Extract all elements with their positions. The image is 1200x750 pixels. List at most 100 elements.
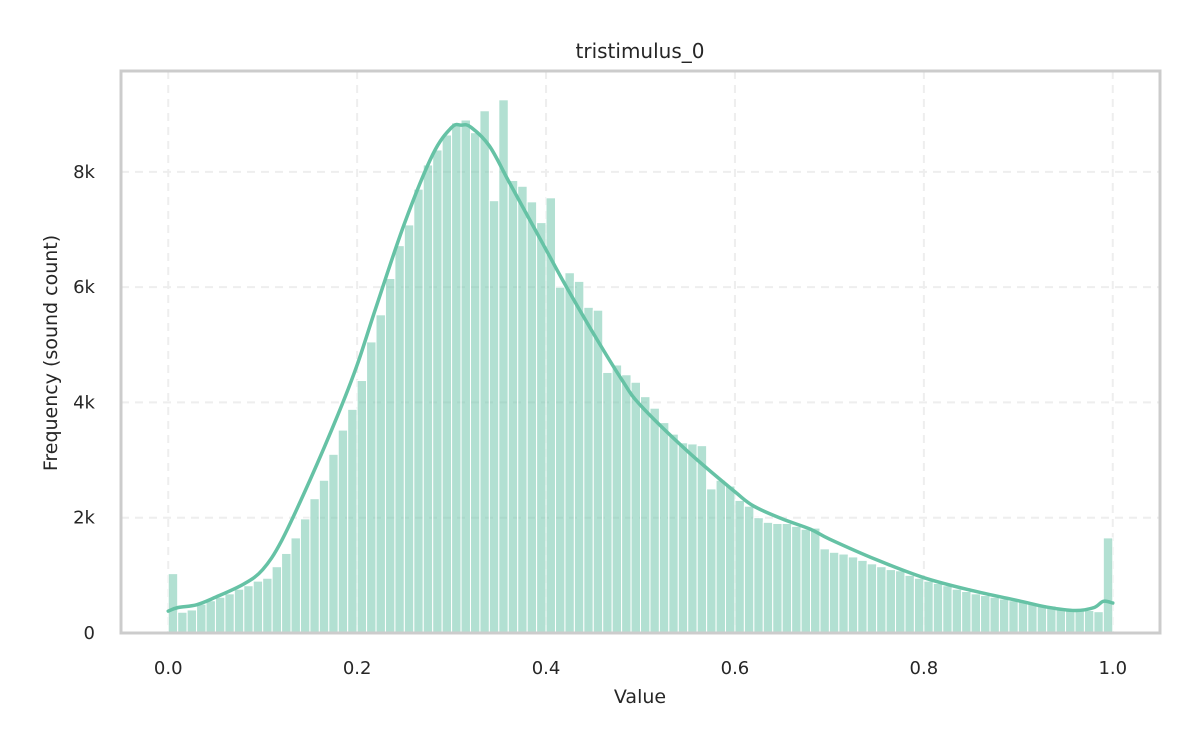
histogram-bar (451, 122, 462, 634)
histogram-bar (743, 505, 755, 634)
histogram-bar (196, 603, 207, 634)
histogram-bar (630, 381, 642, 634)
histogram-bar (243, 585, 254, 634)
histogram-bar (507, 180, 519, 634)
histogram-bar (1027, 603, 1038, 634)
histogram-bar (913, 577, 925, 634)
histogram-bar (1083, 610, 1095, 634)
histogram-bar (904, 574, 915, 634)
histogram-bar (441, 134, 453, 634)
histogram-bar (857, 559, 868, 634)
histogram-bar (564, 272, 575, 634)
histogram-bar (932, 582, 944, 634)
histogram-bar (734, 499, 745, 634)
y-tick-label: 6k (73, 277, 95, 298)
histogram-bar (432, 149, 443, 634)
histogram-bar (762, 521, 774, 634)
histogram-bar (602, 371, 613, 634)
histogram-bar (384, 278, 396, 634)
histogram-bar (810, 527, 821, 634)
histogram-bar (847, 556, 859, 634)
x-tick-label: 0.4 (532, 658, 561, 679)
histogram-bar (536, 222, 547, 634)
histogram-bar (838, 553, 849, 634)
histogram-bar (271, 566, 283, 634)
histogram-bar (998, 598, 1010, 634)
histogram-bar (526, 201, 538, 634)
y-tick-label: 8k (73, 162, 95, 183)
x-axis-ticks: 0.0 0.2 0.4 0.6 0.8 1.0 (154, 658, 1127, 679)
y-tick-label: 0 (84, 623, 95, 644)
x-tick-label: 0.2 (343, 658, 372, 679)
histogram-bar (337, 429, 349, 634)
histogram-bar (469, 132, 481, 634)
histogram-bar (328, 453, 339, 634)
histogram-bar (611, 364, 623, 634)
histogram-bar (980, 595, 991, 634)
histogram-bar (876, 566, 887, 634)
histogram-bar (1017, 601, 1029, 634)
histogram-bar (488, 200, 500, 634)
histogram-bar (262, 577, 273, 634)
histogram-bar (460, 119, 471, 634)
histogram-bar (791, 525, 802, 634)
histogram-bar (554, 286, 566, 634)
histogram-bar (394, 245, 405, 634)
histogram-bar (413, 188, 424, 634)
histogram-bar (347, 408, 358, 634)
x-axis-label: Value (614, 686, 666, 708)
histogram-bar (895, 570, 906, 634)
histogram-bar (1074, 609, 1085, 634)
histogram-bar (205, 600, 216, 634)
y-axis-ticks: 0 2k 4k 6k 8k (73, 162, 95, 644)
histogram-bar (800, 528, 812, 634)
histogram-bar (186, 609, 198, 634)
histogram-bar (1008, 600, 1019, 634)
x-tick-label: 0.6 (721, 658, 750, 679)
histogram-bar (1036, 604, 1048, 634)
histogram-bar (583, 306, 594, 634)
histogram-bar (517, 185, 528, 634)
histogram-bars (167, 99, 1114, 634)
histogram-bar (677, 442, 689, 634)
histogram-bar (366, 341, 377, 634)
y-axis-label: Frequency (sound count) (40, 235, 62, 471)
histogram-bar (668, 433, 679, 634)
histogram-bar (290, 537, 301, 634)
histogram-bar (923, 580, 934, 634)
histogram-bar (422, 164, 434, 634)
histogram-bar (989, 596, 1000, 634)
histogram-bar (885, 569, 897, 634)
histogram-bar (1065, 608, 1076, 634)
histogram-bar (772, 522, 783, 634)
x-tick-label: 0.0 (154, 658, 183, 679)
histogram-bar (753, 517, 764, 634)
histogram-bar (375, 314, 386, 634)
histogram-bar (479, 110, 490, 634)
x-tick-label: 1.0 (1098, 658, 1127, 679)
histogram-bar (177, 611, 188, 634)
histogram-bar (951, 588, 963, 634)
histogram-bar (715, 479, 727, 634)
histogram-bar (214, 596, 226, 634)
histogram-bar (299, 518, 311, 634)
histogram-bar (706, 488, 717, 634)
histogram-bar (781, 522, 793, 634)
histogram-bar (233, 588, 245, 634)
histogram-bar (403, 224, 415, 634)
chart-title: tristimulus_0 (576, 39, 705, 63)
histogram-bar (281, 552, 292, 634)
histogram-bar (658, 422, 670, 634)
histogram-bar (621, 374, 632, 634)
histogram-bar (819, 548, 830, 634)
y-tick-label: 2k (73, 508, 95, 529)
histogram-bar (696, 445, 708, 634)
x-tick-label: 0.8 (910, 658, 939, 679)
histogram-bar (1093, 611, 1104, 634)
histogram-bar (592, 309, 604, 634)
histogram-bar (649, 407, 660, 634)
histogram-bar (970, 593, 982, 634)
kde-curve (166, 122, 1115, 613)
histogram-bar (1102, 537, 1114, 634)
